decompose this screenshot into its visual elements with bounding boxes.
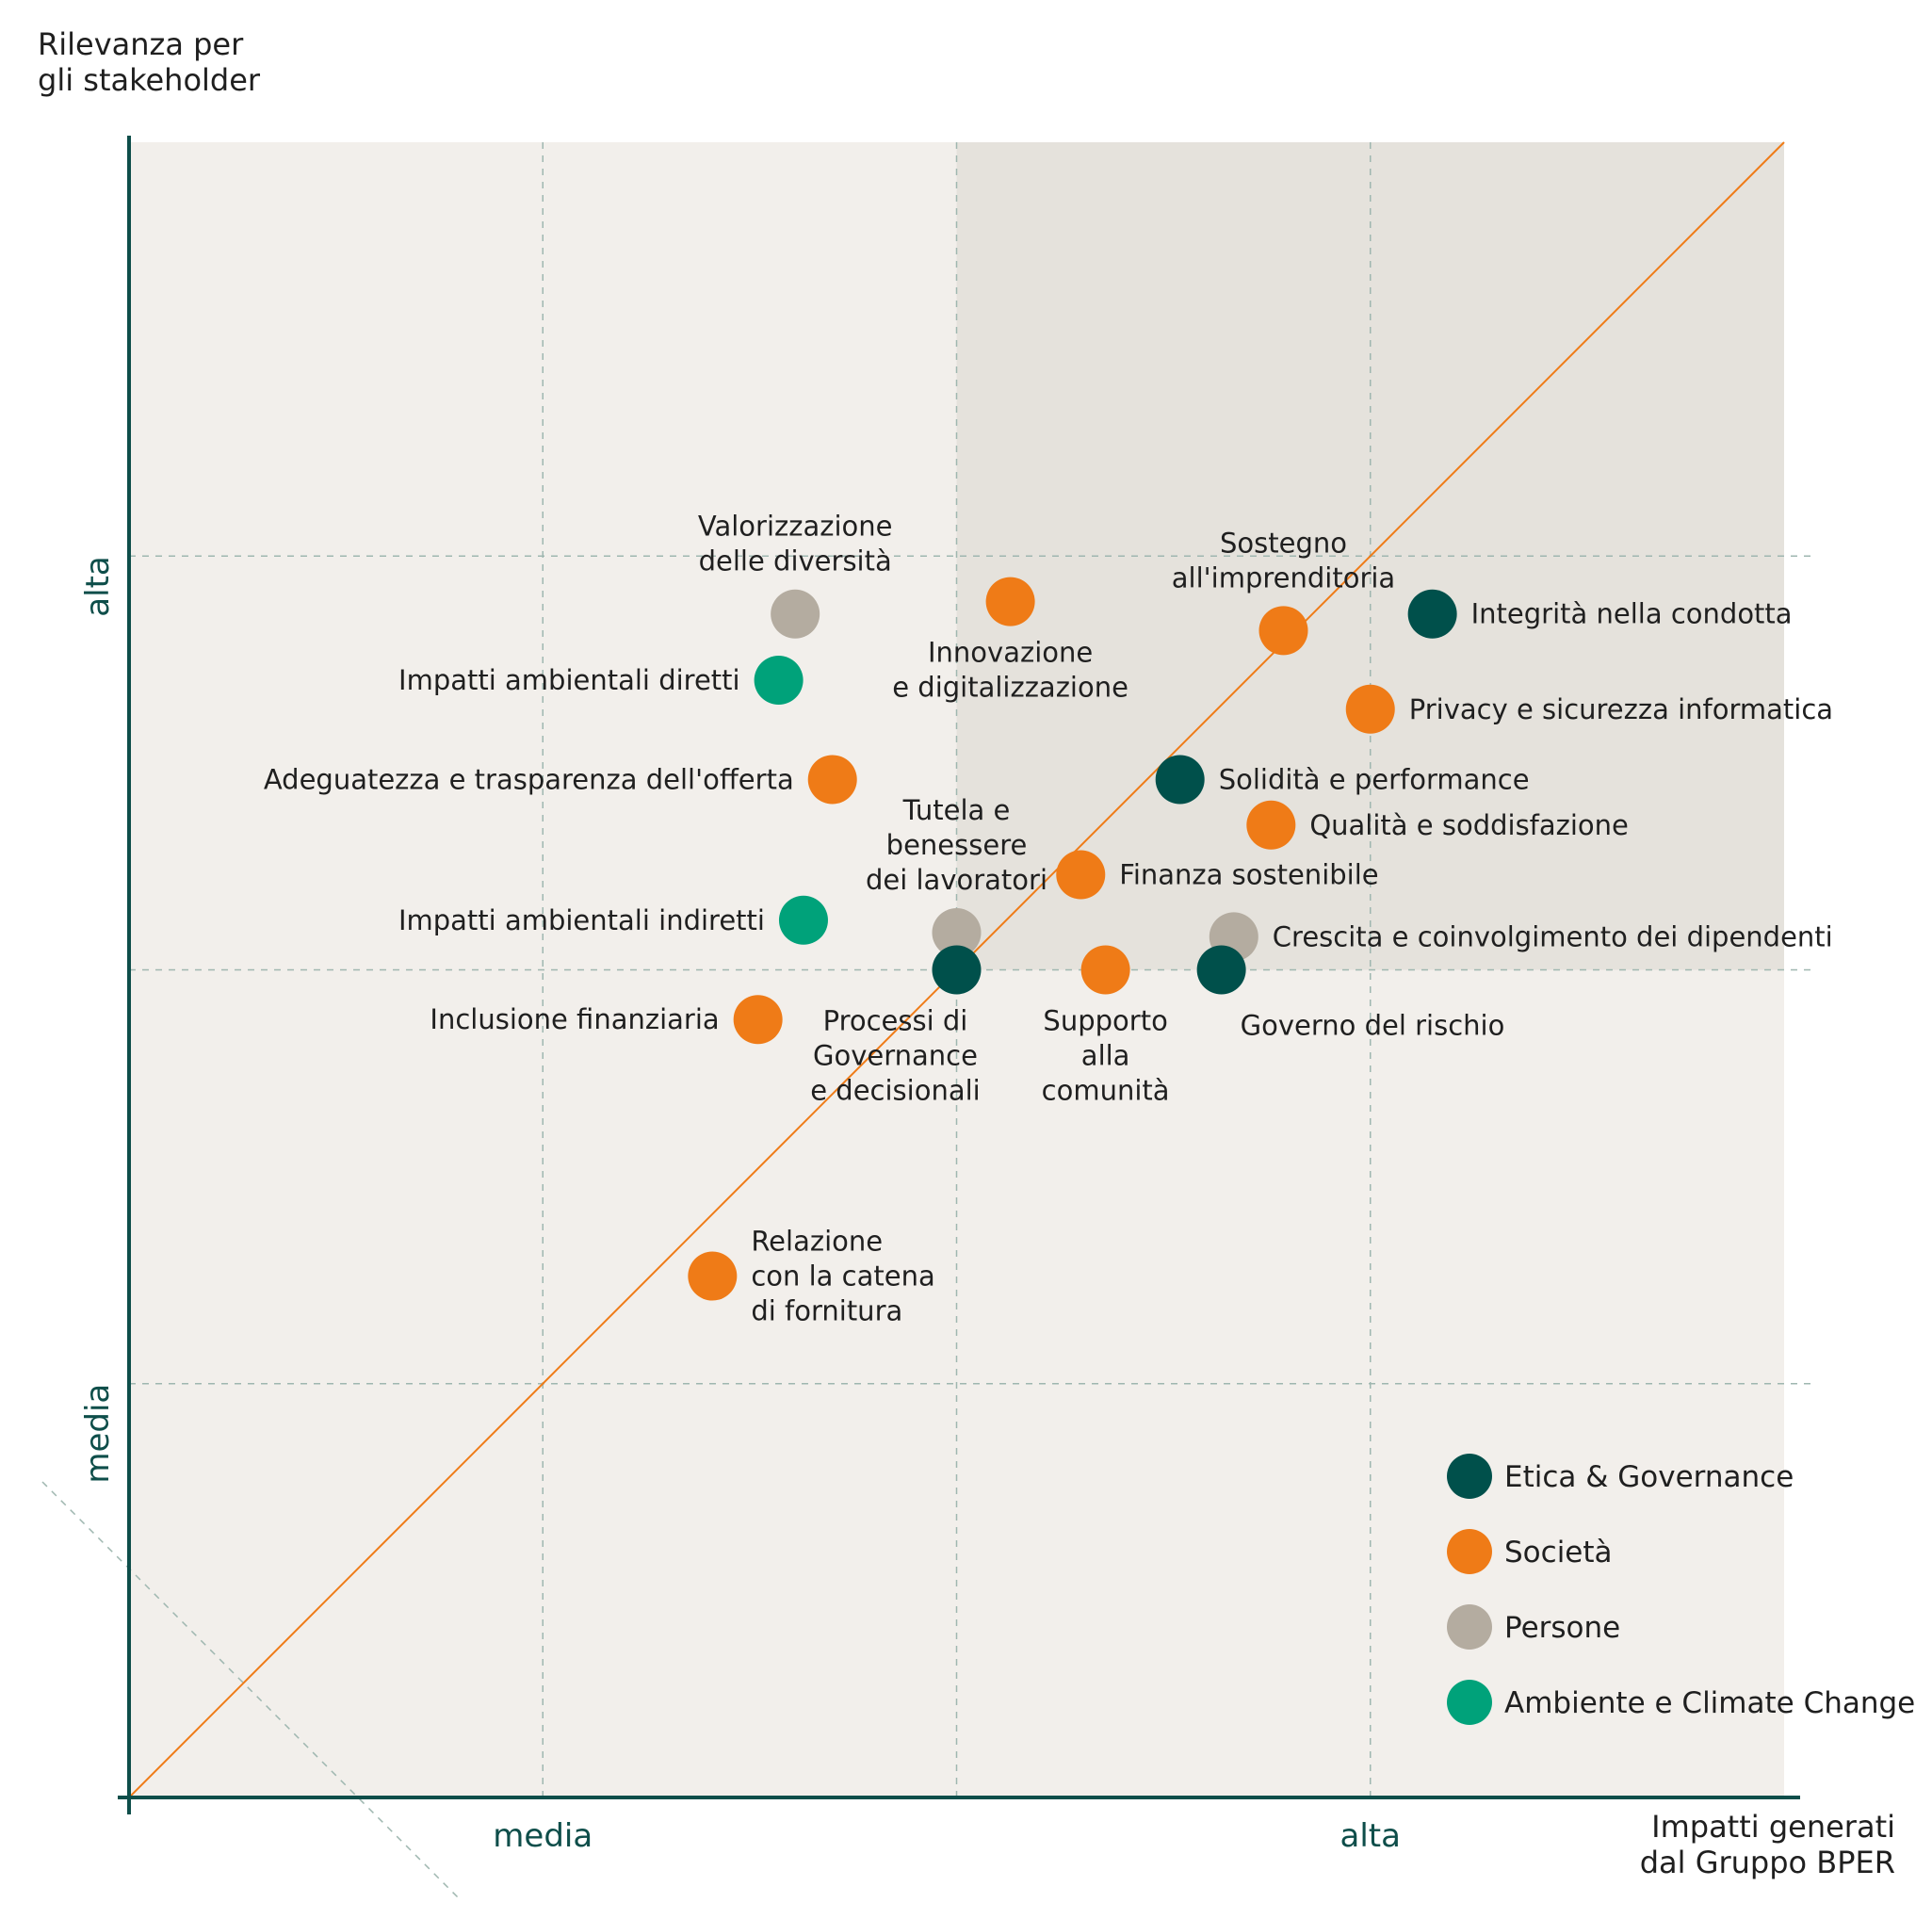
label-solidita-e-performance: Solidità e performance [1219, 763, 1530, 795]
label-relazione-con-la-catena-di-fornitura: Relazione con la catena di fornitura [751, 1226, 934, 1327]
label-supporto-alla-comunita: Supporto alla comunità [1042, 1005, 1170, 1107]
point-solidita-e-performance [1155, 755, 1205, 805]
point-inclusione-finanziaria [733, 995, 783, 1045]
point-sostegno-all-imprenditoria [1258, 606, 1308, 656]
point-privacy-e-sicurezza-informatica [1345, 684, 1395, 734]
outer-dashed-line [41, 1481, 460, 1899]
legend-swatch-societa [1447, 1529, 1492, 1574]
point-processi-di-governance-e-decisionali [932, 945, 982, 995]
label-innovazione-e-digitalizzazione: Innovazione e digitalizzazione [892, 637, 1128, 704]
point-innovazione-e-digitalizzazione [985, 577, 1035, 626]
label-tutela-e-benessere-dei-lavoratori: Tutela e benessere dei lavoratori [866, 794, 1047, 896]
legend-label-ambiente-e-climate-change: Ambiente e Climate Change [1504, 1686, 1915, 1720]
legend-label-societa: Società [1504, 1536, 1613, 1569]
legend-label-etica-governance: Etica & Governance [1504, 1460, 1794, 1494]
point-governo-del-rischio [1196, 945, 1246, 995]
point-finanza-sostenibile [1056, 850, 1106, 900]
label-privacy-e-sicurezza-informatica: Privacy e sicurezza informatica [1409, 693, 1833, 725]
point-impatti-ambientali-diretti [754, 656, 804, 706]
label-impatti-ambientali-diretti: Impatti ambientali diretti [398, 664, 740, 696]
label-crescita-e-coinvolgimento-dei-dipendenti: Crescita e coinvolgimento dei dipendenti [1273, 920, 1833, 952]
label-processi-di-governance-e-decisionali: Processi di Governance e decisionali [810, 1005, 981, 1107]
label-impatti-ambientali-indiretti: Impatti ambientali indiretti [398, 904, 765, 936]
label-integrita-nella-condotta: Integrità nella condotta [1471, 598, 1793, 630]
label-sostegno-all-imprenditoria: Sostegno all'imprenditoria [1172, 527, 1395, 594]
y-tick-label: media [79, 1384, 117, 1484]
point-supporto-alla-comunita [1080, 945, 1130, 995]
point-relazione-con-la-catena-di-fornitura [688, 1251, 738, 1301]
point-impatti-ambientali-indiretti [778, 895, 828, 945]
point-adeguatezza-e-trasparenza-dell-offerta [807, 755, 857, 805]
y-axis-title: Rilevanza per gli stakeholder [38, 26, 261, 98]
axis-tick-labels: media alta media alta [79, 556, 1401, 1855]
y-tick-label: alta [79, 556, 117, 616]
label-qualita-e-soddisfazione: Qualità e soddisfazione [1309, 809, 1629, 841]
legend-swatch-etica-governance [1447, 1454, 1492, 1499]
label-valorizzazione-delle-diversita: Valorizzazione delle diversità [698, 511, 893, 577]
label-governo-del-rischio: Governo del rischio [1241, 1010, 1505, 1042]
legend-swatch-ambiente-e-climate-change [1447, 1680, 1492, 1725]
point-valorizzazione-delle-diversita [771, 589, 820, 639]
x-axis-title: Impatti generati dal Gruppo BPER [1640, 1809, 1895, 1880]
legend-label-persone: Persone [1504, 1611, 1620, 1645]
point-integrita-nella-condotta [1407, 589, 1457, 639]
grid-lines [129, 142, 1812, 1797]
legend: Etica & Governance Società Persone Ambiente… [1447, 1454, 1915, 1725]
x-tick-label: media [493, 1817, 593, 1855]
point-tutela-e-benessere-dei-lavoratori [932, 907, 982, 957]
label-inclusione-finanziaria: Inclusione finanziaria [430, 1003, 719, 1035]
legend-swatch-persone [1447, 1604, 1492, 1650]
data-points [688, 577, 1457, 1301]
point-labels: Valorizzazione delle diversità Impatti amb… [264, 511, 1833, 1327]
x-tick-label: alta [1340, 1817, 1401, 1855]
axes [118, 136, 1800, 1814]
point-qualita-e-soddisfazione [1246, 800, 1296, 850]
label-finanza-sostenibile: Finanza sostenibile [1119, 858, 1378, 890]
label-adeguatezza-e-trasparenza-dell-offerta: Adeguatezza e trasparenza dell'offerta [264, 763, 794, 795]
